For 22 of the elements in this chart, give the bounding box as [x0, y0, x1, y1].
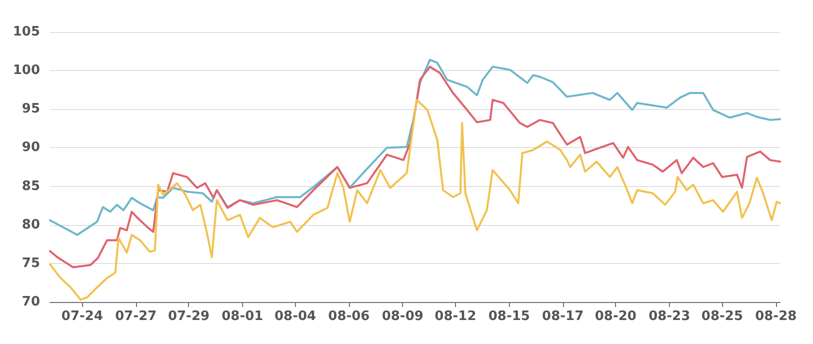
x-tick-label: 08-20: [594, 309, 636, 324]
x-tick-label: 08-04: [274, 309, 316, 324]
x-tick-label: 07-27: [115, 309, 157, 324]
x-tick-label: 07-29: [168, 309, 210, 324]
x-tick-label: 08-17: [542, 309, 584, 324]
y-tick-label: 85: [22, 178, 40, 194]
y-tick-label: 90: [22, 140, 40, 156]
x-tick-label: 08-15: [488, 309, 530, 324]
y-tick-label: 70: [22, 294, 40, 310]
y-tick-label: 105: [12, 24, 40, 40]
x-tick-label: 08-25: [701, 309, 743, 324]
y-tick-label: 75: [22, 256, 40, 271]
x-tick-label: 08-09: [382, 309, 424, 324]
y-tick-label: 95: [22, 102, 40, 117]
x-tick-label: 08-28: [755, 309, 797, 324]
x-tick-label: 08-01: [222, 309, 264, 324]
y-tick-label: 100: [12, 63, 40, 78]
x-tick-label: 07-24: [61, 309, 103, 324]
x-tick-label: 08-23: [648, 309, 690, 324]
x-tick-label: 08-12: [434, 309, 476, 324]
y-tick-label: 80: [22, 217, 40, 232]
x-tick-label: 08-06: [328, 309, 370, 324]
